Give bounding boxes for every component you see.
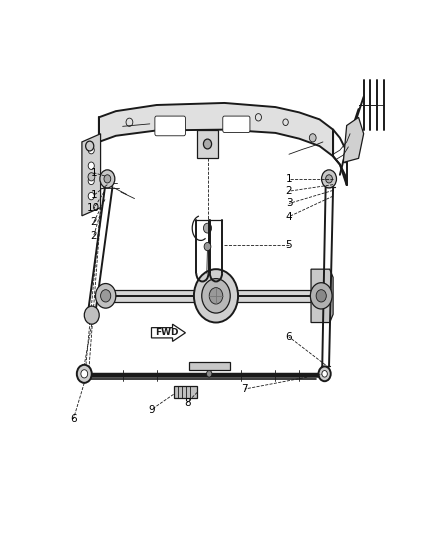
Circle shape	[86, 141, 94, 151]
Circle shape	[316, 290, 326, 302]
Text: 2: 2	[91, 230, 97, 240]
Text: 2: 2	[91, 217, 97, 227]
Text: FWD: FWD	[155, 328, 179, 337]
Polygon shape	[311, 269, 333, 322]
Circle shape	[100, 170, 115, 188]
Polygon shape	[82, 134, 101, 216]
Circle shape	[203, 223, 212, 233]
Circle shape	[321, 170, 336, 188]
Text: 6: 6	[286, 332, 292, 342]
Text: 6: 6	[70, 414, 77, 424]
Polygon shape	[343, 117, 364, 163]
Text: 10: 10	[87, 204, 100, 213]
Circle shape	[311, 282, 332, 309]
Text: 9: 9	[148, 405, 155, 415]
Circle shape	[206, 370, 212, 377]
Circle shape	[209, 288, 223, 304]
Circle shape	[77, 365, 92, 383]
Text: 7: 7	[241, 384, 248, 394]
Text: 1: 1	[286, 174, 292, 184]
Circle shape	[202, 279, 230, 313]
Circle shape	[88, 192, 94, 200]
Text: 3: 3	[286, 198, 292, 208]
Polygon shape	[173, 386, 197, 399]
Text: 1: 1	[91, 168, 97, 177]
Circle shape	[95, 284, 116, 308]
Circle shape	[88, 162, 94, 169]
Polygon shape	[99, 103, 333, 156]
FancyBboxPatch shape	[223, 116, 250, 133]
Text: 5: 5	[286, 239, 292, 249]
Text: 2: 2	[286, 186, 292, 196]
Circle shape	[88, 177, 94, 184]
Circle shape	[203, 139, 212, 149]
Circle shape	[81, 370, 88, 378]
Circle shape	[325, 175, 332, 183]
Circle shape	[322, 370, 327, 377]
Circle shape	[318, 366, 331, 381]
FancyArrow shape	[152, 324, 185, 342]
Circle shape	[88, 147, 94, 154]
Circle shape	[309, 134, 316, 142]
Text: 4: 4	[286, 212, 292, 222]
Polygon shape	[197, 130, 218, 158]
Circle shape	[204, 243, 211, 251]
FancyBboxPatch shape	[155, 116, 185, 136]
Text: 8: 8	[184, 398, 191, 408]
Circle shape	[104, 175, 111, 183]
Text: 1: 1	[91, 190, 97, 200]
Circle shape	[84, 306, 99, 324]
Circle shape	[101, 290, 111, 302]
Circle shape	[88, 173, 95, 181]
Circle shape	[194, 269, 238, 322]
FancyBboxPatch shape	[189, 361, 230, 370]
